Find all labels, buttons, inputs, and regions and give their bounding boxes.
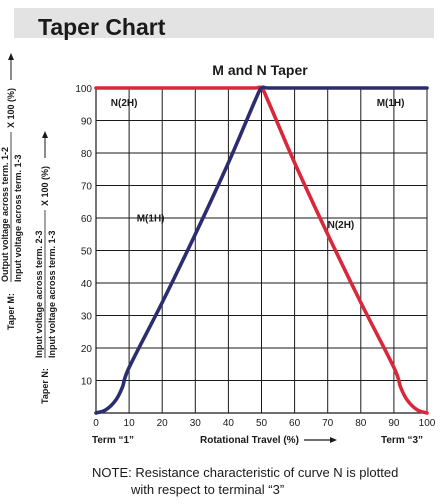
x-axis-arrow [304, 437, 337, 443]
x-tick-label: 40 [223, 418, 235, 429]
y-label-m-denominator: Input voltage across term. 1-3 [13, 154, 23, 282]
y-axis-label-n: Taper N: Input voltage across term. 2-3 … [34, 131, 57, 404]
y-tick-label: 10 [81, 377, 93, 388]
x-tick-label: 70 [322, 418, 334, 429]
x-axis-label: Rotational Travel (%) [200, 435, 299, 446]
grid [95, 87, 428, 414]
x-tick-label: 0 [93, 418, 99, 429]
x-tick-label: 10 [124, 418, 136, 429]
y-tick-label: 80 [81, 149, 93, 160]
x-end-label-left: Term “1” [92, 435, 134, 446]
y-label-n-multiplier: X 100 (%) [40, 166, 50, 206]
y-tick-label: 30 [81, 312, 93, 323]
y-label-n-denominator: Input voltage across term. 1-3 [47, 230, 57, 358]
y-label-n-numerator: Input voltage across term. 2-3 [34, 230, 44, 358]
x-tick-label: 30 [190, 418, 202, 429]
y-tick-label: 20 [81, 344, 93, 355]
series-layer [94, 85, 429, 415]
curve-annotation: M(1H) [137, 213, 165, 224]
annotations: N(2H) M(1H) M(1H) N(2H) [111, 98, 405, 231]
x-tick-label: 20 [157, 418, 169, 429]
y-tick-label: 50 [81, 247, 93, 258]
curve-annotation: N(2H) [111, 98, 138, 109]
y-label-m-numerator: Output voltage across term. 1-2 [0, 147, 10, 282]
note-line-2: with respect to terminal “3” [131, 482, 285, 497]
note: NOTE: Resistance characteristic of curve… [92, 464, 398, 498]
y-axis-label-m: Taper M: Output voltage across term. 1-2… [0, 53, 23, 330]
y-label-m-multiplier: X 100 (%) [6, 88, 16, 128]
x-tick-label: 80 [355, 418, 367, 429]
x-tick-label: 50 [256, 418, 268, 429]
y-tick-label: 100 [75, 84, 92, 95]
x-end-label-right: Term “3” [381, 435, 423, 446]
chart-title: M and N Taper [212, 62, 308, 78]
page-title: Taper Chart [38, 14, 166, 40]
tick-labels: 0 10 20 30 40 50 60 70 80 90 100 10 20 30 40 50 60 70 80 90… [75, 84, 435, 429]
x-tick-label: 100 [419, 418, 436, 429]
curve-annotation: N(2H) [328, 220, 355, 231]
y-tick-label: 60 [81, 214, 93, 225]
note-line-1: NOTE: Resistance characteristic of curve… [92, 465, 399, 480]
y-tick-label: 90 [81, 117, 93, 128]
y-label-n-prefix: Taper N: [40, 368, 50, 404]
y-tick-label: 70 [81, 182, 93, 193]
series-line-m [94, 85, 429, 415]
header-bar: Taper Chart [14, 8, 434, 40]
y-label-m-prefix: Taper M: [6, 293, 16, 330]
x-tick-label: 90 [388, 418, 400, 429]
curve-annotation: M(1H) [377, 98, 405, 109]
series-line-n [94, 85, 429, 415]
x-tick-label: 60 [289, 418, 301, 429]
y-tick-label: 40 [81, 279, 93, 290]
